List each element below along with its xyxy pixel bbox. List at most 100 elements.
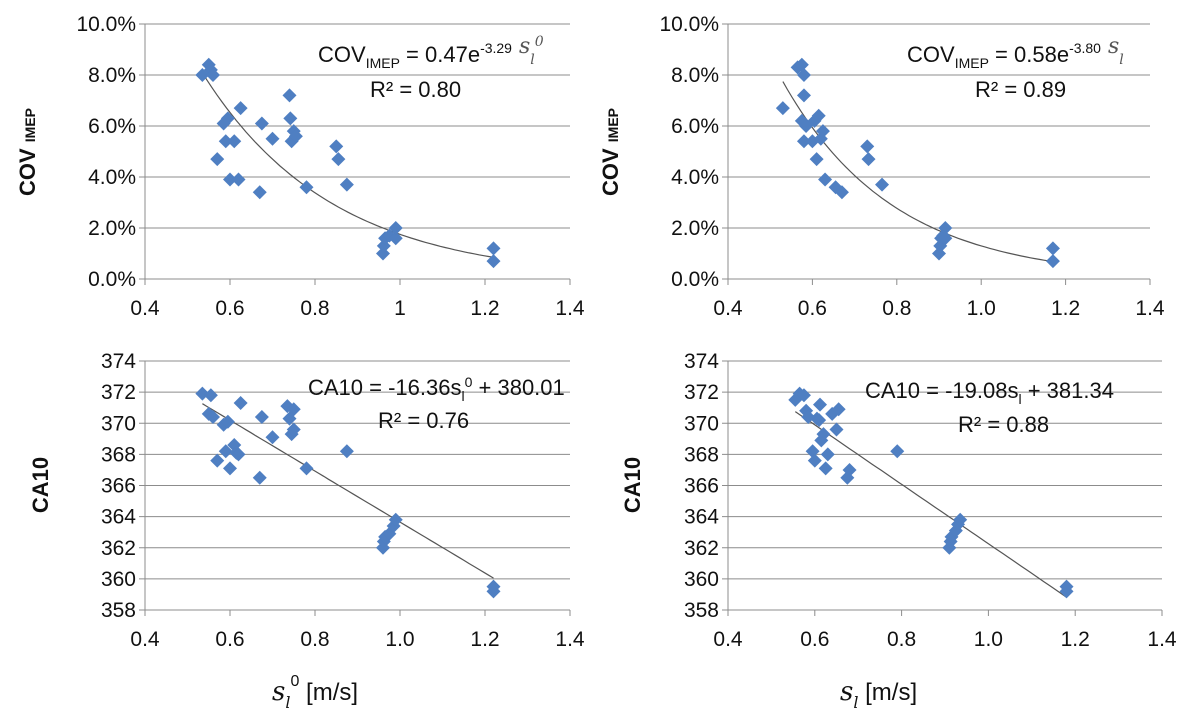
x-tick-label: 0.8	[300, 297, 329, 320]
y-tick-label: 6.0%	[671, 115, 719, 138]
x-tick-label: 1.2	[1051, 297, 1080, 320]
y-tick-label: 368	[684, 443, 719, 466]
x-tick-label: 0.8	[887, 628, 916, 651]
x-tick-label: 0.4	[130, 297, 160, 320]
data-point	[254, 116, 269, 131]
data-point	[861, 152, 876, 167]
data-point	[809, 152, 824, 167]
x-tick-label: 0.8	[300, 628, 329, 651]
data-point	[486, 579, 501, 594]
y-tick-label: 4.0%	[88, 166, 136, 189]
data-point	[1059, 579, 1074, 594]
data-point	[820, 447, 835, 462]
x-tick-label: 0.6	[798, 297, 827, 320]
x-axis-label: sl0 [m/s]	[272, 673, 358, 708]
x-tick-label: 1.4	[555, 628, 585, 651]
data-point	[231, 172, 246, 187]
data-point	[1045, 254, 1060, 269]
data-point	[218, 444, 233, 459]
y-tick-label: 362	[101, 537, 136, 560]
data-point	[794, 57, 809, 72]
data-point	[227, 134, 242, 149]
y-tick-label: 358	[101, 599, 136, 622]
y-tick-label: 360	[684, 568, 719, 591]
data-point	[890, 444, 905, 459]
y-tick-label: 8.0%	[671, 64, 719, 87]
x-tick-label: 1.4	[1147, 628, 1177, 651]
x-tick-label: 1.2	[470, 297, 499, 320]
y-tick-label: 366	[684, 475, 719, 498]
y-tick-label: 10.0%	[76, 13, 136, 36]
data-point	[265, 131, 280, 146]
trend-equation: CA10 = -16.36sl0 + 380.01	[308, 374, 565, 404]
chart-panel-bottom-right: 358 360 362 364 366 368 370 372 374 0.4 0.6 0.8 1.0 1…	[620, 350, 1177, 708]
x-tick-label: 1.2	[1061, 628, 1090, 651]
y-tick-label: 6.0%	[88, 115, 136, 138]
x-tick-label: 1.2	[470, 628, 499, 651]
y-tick-label: 374	[101, 350, 136, 373]
x-tick-label: 0.6	[800, 628, 829, 651]
y-tick-label: 8.0%	[88, 64, 136, 87]
data-point	[938, 221, 953, 235]
data-point	[875, 177, 890, 192]
x-tick-label: 0.6	[215, 628, 244, 651]
data-point	[210, 152, 225, 167]
trendline	[794, 411, 1067, 598]
r-squared-label: R² = 0.88	[958, 412, 1049, 437]
y-axis-label: CA10	[620, 457, 645, 513]
y-tick-label: 366	[101, 475, 136, 498]
y-tick-label: 0.0%	[671, 268, 719, 291]
x-tick-label: 1.4	[555, 297, 585, 320]
data-point	[210, 453, 225, 468]
data-point	[815, 124, 830, 139]
data-point	[842, 462, 857, 477]
data-point	[282, 88, 297, 103]
chart-panel-top-left: 0.0% 2.0% 4.0% 6.0% 8.0% 10.0% 0.4 0.6 0.8 1 1.2 1.…	[15, 13, 585, 320]
x-axis-label: sl [m/s]	[840, 677, 917, 708]
x-tick-label: 1.0	[974, 628, 1003, 651]
x-tick-label: 0.6	[215, 297, 244, 320]
trend-equation: CA10 = -19.08sl + 381.34	[865, 378, 1114, 407]
trendline	[202, 403, 494, 579]
data-point	[811, 108, 826, 123]
data-point	[286, 422, 301, 437]
data-point	[812, 413, 827, 428]
data-point	[220, 111, 235, 126]
data-point	[231, 447, 246, 462]
data-point	[223, 461, 237, 476]
data-point	[801, 410, 816, 425]
data-point	[233, 101, 248, 116]
data-point	[254, 410, 269, 425]
x-tick-label: 1.4	[1135, 297, 1165, 320]
data-point	[339, 444, 354, 459]
y-tick-label: 2.0%	[671, 217, 719, 240]
y-tick-label: 2.0%	[88, 217, 136, 240]
data-point	[829, 422, 844, 437]
data-point	[265, 430, 280, 445]
data-point	[486, 241, 501, 256]
data-point	[252, 470, 267, 485]
y-tick-label: 370	[101, 412, 136, 435]
data-point	[388, 221, 403, 235]
data-point	[339, 177, 354, 192]
data-point	[223, 172, 237, 187]
y-tick-label: 374	[684, 350, 719, 373]
chart-panel-top-right: 0.0% 2.0% 4.0% 6.0% 8.0% 10.0% 0.4 0.6 0.8 1.0 1.2…	[598, 13, 1165, 320]
data-point	[331, 152, 346, 167]
y-tick-label: 372	[684, 381, 719, 404]
data-point	[938, 231, 953, 246]
data-point	[218, 134, 233, 149]
data-point	[286, 402, 301, 417]
data-point	[206, 68, 220, 82]
y-axis-label: CA10	[28, 457, 53, 513]
y-tick-label: 364	[101, 506, 136, 529]
r-squared-label: R² = 0.89	[975, 77, 1066, 102]
trendline	[201, 72, 494, 258]
x-tick-label: 0.4	[713, 628, 743, 651]
data-point	[796, 68, 811, 82]
chart-panel-bottom-left: 358 360 362 364 366 368 370 372 374 0.4 0.6 0.8 1.0 1…	[28, 350, 585, 708]
data-point	[288, 129, 303, 144]
data-point	[818, 461, 833, 476]
data-point	[486, 254, 501, 269]
